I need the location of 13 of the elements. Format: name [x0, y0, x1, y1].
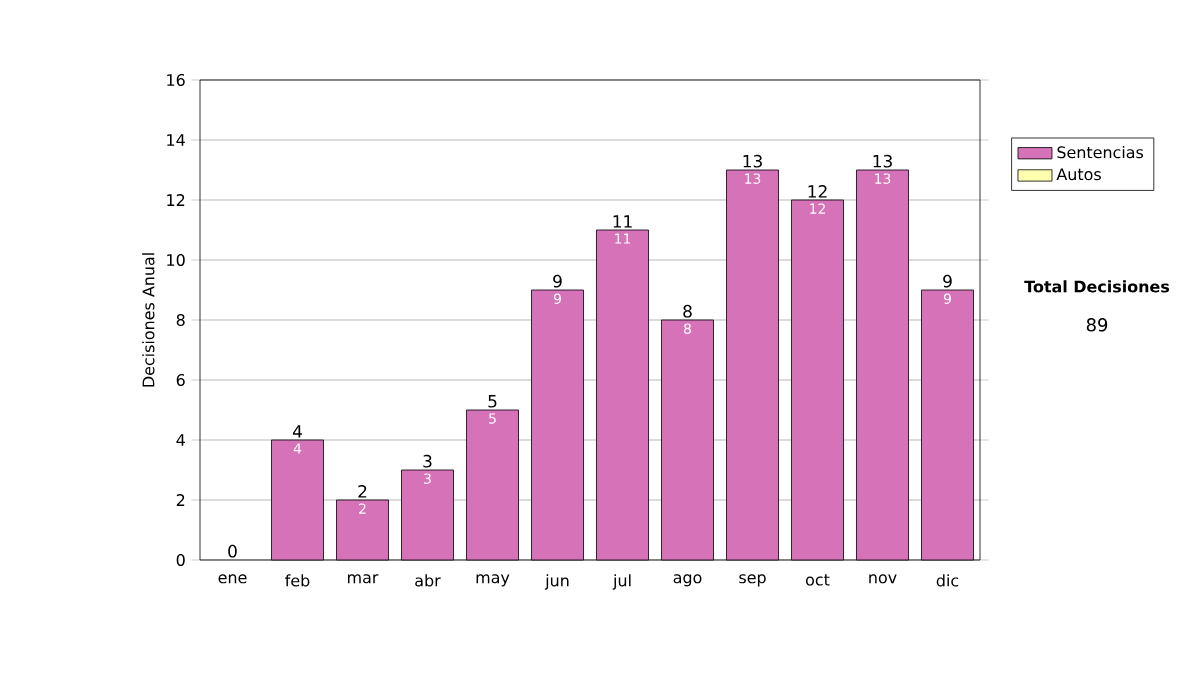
total-label: 8: [683, 304, 692, 318]
total-label: 13: [873, 154, 892, 168]
total-label: 5: [488, 395, 497, 408]
total-label: 11: [613, 215, 632, 228]
total-label: 12: [808, 185, 827, 198]
total-label: 0: [228, 544, 237, 558]
total-label: 9: [943, 274, 952, 288]
total-label: 13: [743, 154, 762, 168]
text: 89: [1086, 318, 1108, 332]
total-label: 2: [358, 485, 367, 498]
total-label: 9: [553, 274, 562, 288]
total-label: 4: [292, 425, 302, 438]
total-label: 3: [423, 454, 432, 468]
